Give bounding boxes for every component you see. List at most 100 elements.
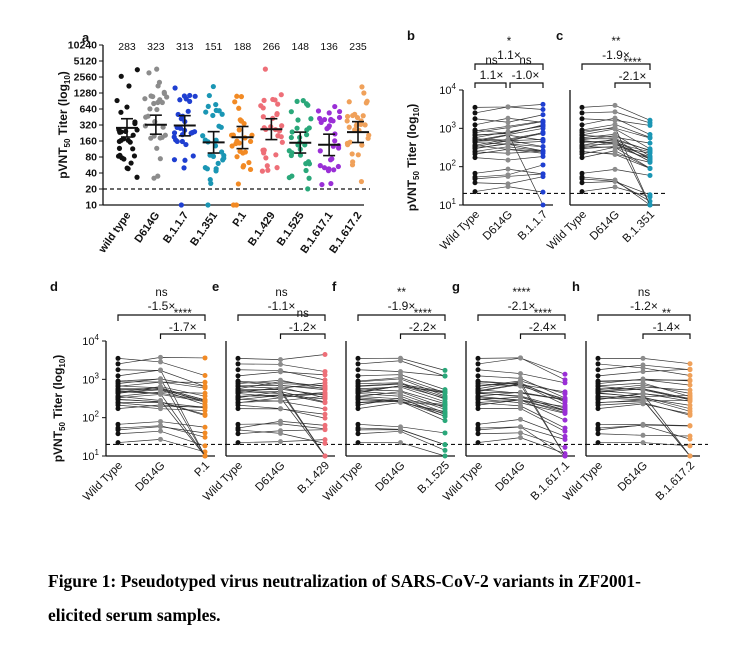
panel-label-f: f (332, 279, 337, 294)
panel-h-fold-outer: -1.2× (630, 299, 658, 313)
panel-d-point-d614g (158, 399, 163, 405)
panel-a-point (328, 180, 334, 187)
panel-g-sig-inner: **** (534, 308, 552, 320)
panel-h-point-variant (687, 408, 693, 414)
panel-d-point-variant (202, 379, 208, 385)
panel-a-point (262, 66, 268, 72)
panel-d-y-tick-label: 103 (82, 371, 99, 386)
panel-g-point-wild-type (475, 388, 481, 394)
panel-d-point-d614g (158, 379, 163, 385)
panel-b-point-wild-type (472, 151, 478, 157)
panel-a-point (315, 108, 322, 114)
panel-b-fold-inner-2: -1.0× (512, 68, 540, 82)
panel-h-point-variant (687, 423, 693, 429)
panel-b-point-variant (540, 202, 546, 208)
panel-f-point-variant (442, 373, 448, 379)
panel-b-point-wild-type (472, 142, 478, 148)
panel-h-point-variant (687, 436, 693, 442)
panel-f-point-d614g (398, 424, 403, 430)
panel-a-point (288, 134, 294, 141)
panel-g-point-d614g (518, 416, 523, 422)
panel-f-point-wild-type (355, 388, 361, 394)
panel-d-y-tick-label: 101 (82, 448, 99, 463)
panel-a-point (304, 127, 310, 133)
panel-label-a: a (82, 30, 90, 45)
panel-d-point-variant (202, 383, 208, 389)
panel-d-sig-outer: ns (155, 287, 167, 299)
panel-a-y-label: pVNT50 Titer (log10) (56, 71, 72, 179)
panel-b-point-variant (540, 171, 546, 177)
panel-a-point (215, 160, 221, 166)
panel-e-sig-inner: ns (297, 308, 309, 320)
panel-d-point-wild-type (115, 355, 121, 361)
figure-caption-line-2: elicited serum samples. (48, 605, 221, 625)
panel-b-bracket-outer (474, 63, 544, 70)
panel-a-point (234, 138, 240, 144)
panel-c-point-d614g (612, 109, 618, 115)
panel-a-point (204, 166, 210, 172)
panel-g-point-d614g (518, 430, 523, 436)
panel-a-y-tick-label: 5120 (74, 56, 98, 68)
panel-e-point-variant (322, 391, 328, 397)
panel-a-point (294, 98, 300, 104)
panel-g-bracket-outer (477, 314, 566, 321)
panel-a-point (234, 93, 240, 99)
panel-a-point (246, 159, 252, 166)
tick-base: 10 (82, 451, 94, 463)
panel-f-point-variant (442, 453, 448, 459)
panel-e-point-wild-type (235, 388, 241, 394)
panel-h-point-d614g (640, 432, 646, 438)
panel-a-point (124, 104, 130, 110)
panel-g-point-wild-type (475, 367, 481, 373)
panel-b-sig-inner-2: ns (519, 55, 531, 67)
panel-a-point (134, 174, 140, 180)
panel-f-point-d614g (398, 372, 403, 378)
panel-b-point-wild-type (472, 155, 478, 161)
panel-f-point-variant (442, 367, 448, 373)
panel-a-point (174, 138, 180, 145)
panel-d-bracket-outer (117, 314, 206, 321)
panel-a-point (279, 123, 285, 129)
panel-a-point (360, 113, 366, 119)
panel-f-point-variant (442, 395, 448, 401)
panel-b-point-wild-type (472, 110, 478, 116)
panel-a-point (229, 143, 235, 149)
panel-a-point (234, 154, 240, 160)
panel-d-point-d614g (158, 428, 163, 434)
y-label-part: pVNT (405, 179, 419, 211)
panel-e-point-wild-type (235, 367, 241, 373)
panel-b-point-variant (540, 138, 546, 144)
panel-e-point-variant (322, 440, 328, 446)
panel-h-point-d614g (640, 395, 646, 401)
panel-f-bracket-outer (357, 314, 446, 321)
panel-d-point-variant (202, 434, 208, 440)
panel-label-e: e (212, 279, 219, 294)
panel-g-point-d614g (518, 381, 523, 387)
y-label-part: 10 (58, 358, 67, 367)
panel-a-point (130, 146, 136, 152)
panel-g-point-variant (562, 407, 568, 413)
panel-a-point (265, 167, 271, 173)
panel-a-point (206, 92, 212, 99)
panel-b-point-variant (540, 144, 546, 150)
panel-a-point (188, 130, 194, 136)
panel-a-point (220, 157, 226, 163)
figure-caption-line-1: Figure 1: Pseudotyped virus neutralizati… (48, 571, 641, 591)
panel-a-point (263, 155, 269, 161)
panel-c-point-wild-type (579, 127, 585, 133)
panel-f-sig-outer: ** (397, 287, 406, 299)
panel-b-x-tick-label: B.1.1.7 (516, 209, 550, 243)
panel-h-point-variant (687, 377, 693, 383)
panel-f-point-d614g (398, 396, 403, 402)
panel-c-point-d614g (612, 144, 618, 150)
panel-b-point-d614g (505, 119, 511, 125)
panel-a-point (205, 103, 211, 110)
panel-d-point-variant (202, 397, 208, 403)
panel-e-point-wild-type (235, 373, 241, 379)
panel-a-point (116, 145, 123, 151)
panel-c-point-d614g (612, 115, 618, 121)
panel-b-sig-inner-1: ns (485, 55, 497, 67)
panel-e-point-d614g (278, 369, 283, 375)
panel-a-point (118, 137, 124, 143)
panel-c-point-wild-type (579, 174, 585, 180)
